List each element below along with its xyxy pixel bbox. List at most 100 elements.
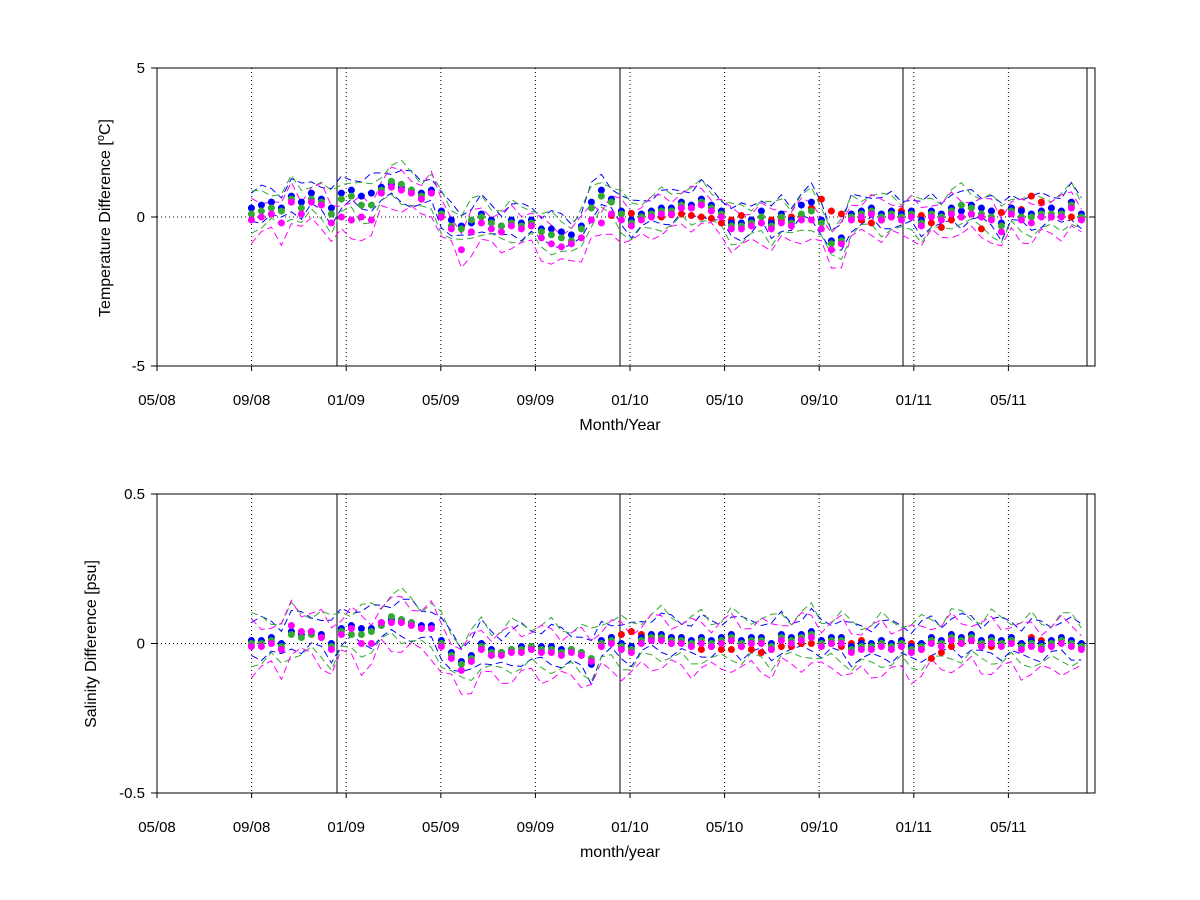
temperature-series-2-point: [357, 201, 365, 209]
salinity-series-0-point: [747, 645, 755, 653]
temperature-series-3-point: [487, 225, 495, 233]
salinity-series-3-point: [687, 642, 695, 650]
temperature-series-0-point: [737, 212, 745, 220]
temperature-series-2-point: [537, 228, 545, 236]
temperature-series-3-point: [917, 222, 925, 230]
temperature-envelope-0-lower: [251, 192, 1082, 251]
temperature-series-3-point: [447, 225, 455, 233]
salinity-series-3-point: [337, 631, 345, 639]
temperature-series-0-point: [827, 207, 835, 215]
salinity-series-3-point: [527, 645, 535, 653]
temperature-panel: -5 0 5 05/08 09/08 01/09 05/09 09/09 01/10 05/10…: [95, 60, 1096, 434]
salinity-series-3-point: [567, 648, 575, 656]
temperature-series-0-point: [707, 214, 715, 222]
temperature-x-tick-label: 05/11: [990, 392, 1026, 409]
salinity-series-3-point: [387, 619, 395, 627]
salinity-series-3-point: [427, 625, 435, 633]
temperature-series-3-point: [797, 216, 805, 224]
salinity-series-3-point: [817, 642, 825, 650]
temperature-series-0-point: [627, 209, 635, 217]
salinity-series-3-point: [327, 645, 335, 653]
temperature-series-2-point: [487, 219, 495, 227]
temperature-series-3-point: [467, 228, 475, 236]
temperature-series-0-point: [837, 210, 845, 218]
salinity-series-3-point: [967, 637, 975, 645]
temperature-series-3-point: [867, 210, 875, 218]
temperature-series-1-point: [807, 198, 815, 206]
temperature-series-3-point: [1057, 213, 1065, 221]
temperature-x-tick-label: 09/10: [800, 392, 838, 409]
temperature-x-tick-label: 09/09: [517, 392, 555, 409]
salinity-series-0-point: [807, 640, 815, 647]
salinity-series-0-point: [627, 628, 635, 636]
temperature-series-0-point: [927, 219, 935, 227]
temperature-series-3-point: [317, 201, 325, 209]
salinity-x-tick-label: 01/11: [896, 819, 932, 836]
temperature-series-3-point: [667, 210, 675, 218]
salinity-x-tick-label: 01/10: [611, 819, 649, 836]
temperature-series-2-point: [297, 204, 305, 212]
temperature-series-3-point: [497, 228, 505, 236]
temperature-series-0-point: [697, 213, 705, 221]
salinity-series-3-point: [547, 648, 555, 656]
temperature-series-1-point: [347, 186, 355, 194]
temperature-series-0-point: [947, 216, 955, 224]
salinity-series-3-point: [647, 637, 655, 645]
temperature-series-3-point: [277, 219, 285, 227]
temperature-series-3-point: [567, 240, 575, 248]
temperature-series-1-point: [357, 192, 365, 200]
salinity-series-2-point: [367, 628, 375, 636]
temperature-series-2-point: [957, 201, 965, 209]
temperature-x-tick-label: 01/11: [896, 392, 932, 409]
temperature-series-2-point: [967, 204, 975, 212]
temperature-series-3-point: [257, 213, 265, 221]
temperature-series-3-point: [707, 207, 715, 215]
temperature-series-3-point: [657, 210, 665, 218]
salinity-series-3-point: [457, 666, 465, 674]
temperature-series-3-point: [877, 216, 885, 224]
temperature-series-1-point: [757, 207, 765, 215]
temperature-series-1-point: [447, 216, 455, 224]
temperature-series-1-point: [257, 201, 265, 209]
temperature-envelope-1-lower: [251, 193, 1082, 261]
temperature-markers: [247, 177, 1085, 254]
salinity-series-3-point: [467, 657, 475, 665]
temperature-series-1-point: [567, 231, 575, 239]
temperature-series-3-point: [617, 216, 625, 224]
temperature-series-3-point: [397, 186, 405, 194]
temperature-series-3-point: [267, 210, 275, 218]
temperature-series-1-point: [267, 198, 275, 206]
salinity-series-3-point: [897, 642, 905, 650]
salinity-series-3-point: [477, 645, 485, 653]
temperature-series-3-point: [937, 216, 945, 224]
temperature-series-3-point: [1037, 213, 1045, 221]
temperature-series-3-point: [837, 240, 845, 248]
temperature-series-3-point: [977, 213, 985, 221]
temperature-series-2-point: [1027, 213, 1035, 221]
temperature-series-2-point: [577, 225, 585, 233]
salinity-x-tick-label: 05/11: [990, 819, 1026, 836]
salinity-series-3-point: [407, 622, 415, 630]
temperature-series-1-point: [957, 207, 965, 215]
temperature-series-2-point: [497, 222, 505, 230]
temperature-series-3-point: [897, 216, 905, 224]
temperature-envelopes: [251, 159, 1082, 269]
temperature-series-3-point: [747, 222, 755, 230]
temperature-y-tick-label: -5: [132, 358, 145, 375]
temperature-x-tick-label: 01/09: [327, 392, 365, 409]
temperature-series-0-point: [1067, 213, 1075, 221]
salinity-markers: [247, 613, 1085, 674]
salinity-series-3-point: [907, 648, 915, 656]
salinity-series-3-point: [377, 619, 385, 627]
temperature-series-0-point: [867, 219, 875, 227]
temperature-series-3-point: [427, 189, 435, 197]
salinity-series-3-point: [297, 628, 305, 636]
temperature-series-2-point: [397, 180, 405, 188]
temperature-series-3-point: [607, 210, 615, 218]
salinity-series-2-point: [347, 631, 355, 639]
salinity-series-3-point: [587, 657, 595, 665]
temperature-x-ticks: 05/08 09/08 01/09 05/09 09/09 01/10 05/10 09/10…: [138, 366, 1027, 409]
temperature-series-3-point: [477, 219, 485, 227]
temperature-series-3-point: [677, 204, 685, 212]
